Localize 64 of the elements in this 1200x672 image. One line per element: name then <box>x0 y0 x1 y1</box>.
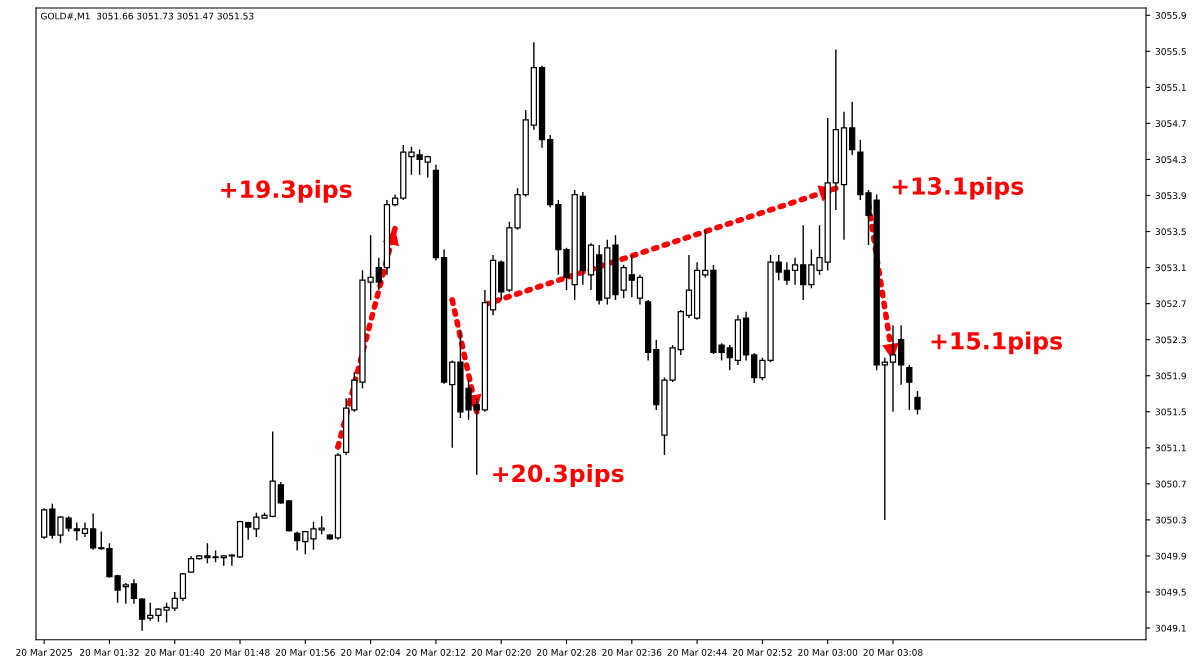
x-tick-label: 20 Mar 01:48 <box>210 648 270 656</box>
x-tick-label: 20 Mar 01:32 <box>79 648 139 656</box>
candlestick <box>775 254 782 281</box>
candlestick <box>449 359 456 449</box>
annotation: +13.1pips <box>892 176 1024 200</box>
candlestick <box>473 397 480 476</box>
candlestick <box>375 256 382 291</box>
candlestick <box>636 274 644 306</box>
x-tick-label: 20 Mar 02:12 <box>406 648 466 656</box>
candlestick <box>751 352 758 384</box>
candlestick <box>800 224 807 301</box>
candlestick <box>228 553 236 567</box>
y-tick-label: 3049.1 <box>1155 624 1186 632</box>
candlestick <box>89 512 97 551</box>
candlestick <box>914 390 921 416</box>
y-tick-label: 3053.1 <box>1155 264 1186 272</box>
candlestick <box>791 256 799 286</box>
candlestick <box>138 597 146 632</box>
x-tick-label: 20 Mar 02:28 <box>537 648 597 656</box>
candlestick <box>277 481 285 505</box>
candlestick <box>171 591 178 612</box>
y-tick-label: 3055.5 <box>1155 48 1186 55</box>
candlestick <box>783 261 791 286</box>
y-tick-label: 3050.3 <box>1155 516 1186 524</box>
y-tick-label: 3054.3 <box>1155 156 1186 164</box>
y-tick-label: 3051.5 <box>1155 408 1186 416</box>
y-tick-label: 3055.9 <box>1155 12 1186 19</box>
y-tick-label: 3051.1 <box>1155 444 1186 452</box>
candlestick <box>849 101 856 156</box>
y-tick-label: 3053.9 <box>1155 192 1186 200</box>
candlestick <box>130 578 138 605</box>
candlestick <box>147 602 154 622</box>
x-tick-label: 20 Mar 02:36 <box>602 648 662 656</box>
x-tick-label: 20 Mar 02:44 <box>667 648 727 656</box>
x-tick-label: 20 Mar 01:40 <box>145 648 205 656</box>
x-tick-label: 20 Mar 02:04 <box>341 648 401 656</box>
y-tick-label: 3055.1 <box>1155 84 1186 91</box>
x-tick-label: 20 Mar 02:20 <box>471 648 531 656</box>
y-tick-label: 3050.7 <box>1155 480 1186 488</box>
y-tick-label: 3049.9 <box>1155 552 1186 560</box>
x-tick-label: 20 Mar 01:56 <box>275 648 335 656</box>
candlestick <box>122 582 129 605</box>
candlestick <box>628 254 635 299</box>
x-tick-label: 20 Mar 03:00 <box>798 648 858 656</box>
y-tick-label: 3051.9 <box>1155 372 1186 380</box>
candlestick <box>889 324 897 413</box>
x-tick-label: 20 Mar 03:08 <box>863 648 923 656</box>
candlestick <box>98 530 105 551</box>
y-tick-label: 3052.3 <box>1155 336 1186 344</box>
y-tick-label: 3054.7 <box>1155 120 1186 127</box>
candlestick <box>73 521 80 542</box>
x-tick-label: 20 Mar 02:52 <box>732 648 792 656</box>
candlestick <box>906 364 913 411</box>
y-tick-label: 3053.5 <box>1155 228 1186 236</box>
candlestick <box>294 530 301 552</box>
candlestick <box>726 344 733 372</box>
x-tick-label: 20 Mar 2025 <box>16 648 72 656</box>
annotation: +15.1pips <box>931 331 1063 355</box>
annotation: +20.3pips <box>493 464 624 487</box>
chart-title: GOLD#,M1 3051.66 3051.73 3051.47 3051.53 <box>40 12 254 21</box>
annotation: +19.3pips <box>221 179 352 203</box>
y-tick-label: 3052.7 <box>1155 300 1186 308</box>
y-tick-label: 3049.5 <box>1155 588 1186 596</box>
candlestick <box>881 357 888 521</box>
